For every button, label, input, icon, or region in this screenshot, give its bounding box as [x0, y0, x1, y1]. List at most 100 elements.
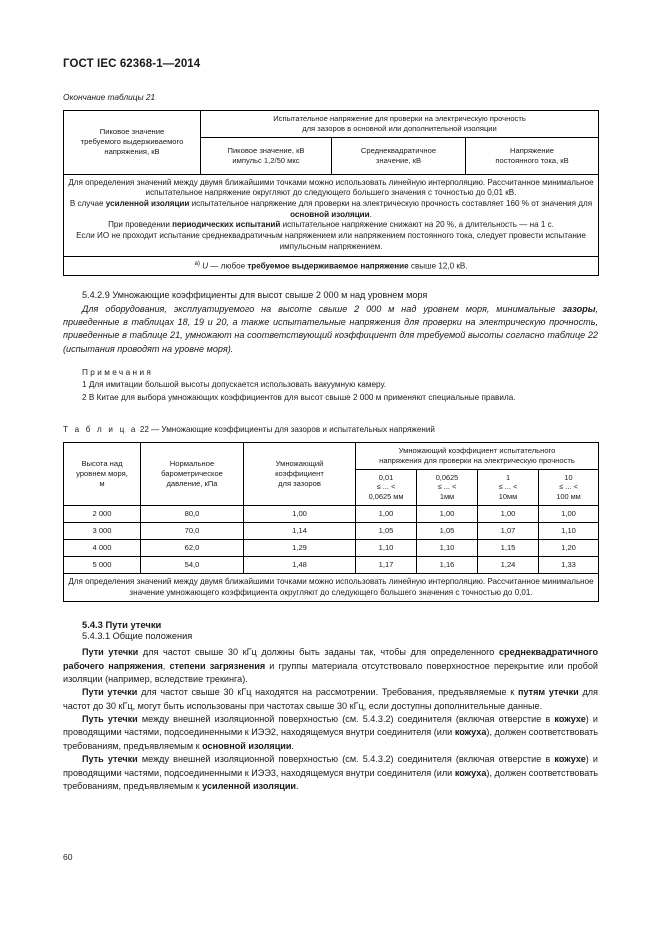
t22-col1-header: Высота над уровнем моря, м — [63, 441, 141, 506]
t21-group-line2: для зазоров в основной или дополнительно… — [302, 123, 497, 133]
t22-subcol-4: 10 ≤ ... < 100 мм — [538, 468, 599, 506]
t22-subcol-1: 0,01 ≤ ... < 0,0625 мм — [355, 468, 417, 506]
table-21: Пиковое значение требуемого выдерживаемо… — [63, 109, 599, 276]
t22-r3-v1: 1,17 — [355, 555, 417, 574]
footnote-marker: a) — [194, 259, 200, 267]
section-5431-subheading: 5.4.3.1 Общие положения — [82, 631, 193, 642]
t21-sub1-line1: Пиковое значение, кВ — [227, 145, 305, 155]
t22-group-header: Умножающий коэффициент испытательного на… — [355, 441, 599, 470]
t21-col1-line1: Пиковое значение — [99, 127, 165, 137]
section-543-paragraph-2: Пути утечки для частот свыше 30 кГц нахо… — [63, 687, 598, 711]
section-543-paragraph-1: Пути утечки для частот свыше 30 кГц долж… — [63, 647, 599, 684]
t22-r3-v4: 1,33 — [538, 555, 599, 574]
table22-caption-text: — Умножающие коэффициенты для зазоров и … — [151, 424, 435, 434]
t22-subcol-3-bot: 10мм — [498, 492, 518, 502]
table-row: Высота над уровнем моря, м Нормальное ба… — [63, 441, 599, 506]
t22-r1-v4: 1,10 — [538, 521, 599, 540]
t22-subcol-3-top: 1 — [505, 472, 511, 482]
t22-note: Для определения значений между двумя бли… — [63, 572, 599, 603]
t22-r1-pressure: 70,0 — [140, 521, 244, 540]
t22-subcol-2-mid: ≤ ... < — [437, 482, 457, 492]
t21-note-1: Для определения значений между двумя бли… — [68, 177, 594, 198]
t21-sub3-header: Напряжение постоянного тока, кВ — [465, 136, 599, 175]
table22-caption-label: Т а б л и ц а — [63, 424, 138, 434]
t21-group-header: Испытательное напряжение для проверки на… — [200, 109, 599, 138]
t22-col3-header: Умножающий коэффициент для зазоров — [243, 441, 356, 506]
t22-col3-line1: Умножающий — [275, 458, 324, 468]
t22-subcol-3-mid: ≤ ... < — [498, 482, 518, 492]
t22-r1-v3: 1,07 — [477, 521, 539, 540]
t21-sub2-header: Среднеквадратичное значение, кВ — [331, 136, 466, 175]
t21-sub1-line2: импульс 1,2/50 мкс — [232, 155, 300, 165]
page-number: 60 — [63, 852, 73, 862]
t22-r1-v2: 1,05 — [416, 521, 478, 540]
t22-r2-v2: 1,10 — [416, 538, 478, 557]
t22-group-line1: Умножающий коэффициент испытательного — [398, 445, 556, 455]
t22-r3-v2: 1,16 — [416, 555, 478, 574]
t22-r0-altitude: 2 000 — [63, 504, 141, 523]
t22-subcol-4-bot: 100 мм — [556, 492, 581, 502]
t21-note-2: В случае усиленной изоляции испытательно… — [69, 199, 593, 219]
section-543-body: Пути утечки для частот свыше 30 кГц долж… — [63, 646, 598, 793]
t21-sub2-line2: значение, кВ — [375, 155, 422, 165]
table21-caption: Окончание таблицы 21 — [63, 91, 156, 102]
t22-r1-v1: 1,05 — [355, 521, 417, 540]
t22-col1-line3: м — [99, 478, 105, 488]
t22-r3-altitude: 5 000 — [63, 555, 141, 574]
page-content: ГОСТ IEC 62368-1—2014 Окончание таблицы … — [63, 58, 599, 793]
section-543-paragraph-3: Путь утечки между внешней изоляционной п… — [63, 714, 598, 751]
section-5429-heading: 5.4.2.9 Умножающие коэффициенты для высо… — [82, 289, 428, 300]
t22-col3-line3: для зазоров — [278, 478, 321, 488]
t21-group-line1: Испытательное напряжение для проверки на… — [273, 113, 526, 123]
t22-r0-pressure: 80,0 — [140, 504, 244, 523]
note-item-2: 2 В Китае для выбора умножающих коэффици… — [82, 392, 516, 402]
table-row: Для определения значений между двумя бли… — [63, 173, 599, 257]
t22-col1-line1: Высота над — [81, 458, 123, 468]
notes-title: Примечания — [82, 367, 154, 377]
t21-note-4: Если ИО не проходит испытание среднеквад… — [76, 231, 586, 251]
t22-col2-line3: давление, кПа — [166, 478, 218, 488]
t22-subcol-3: 1 ≤ ... < 10мм — [477, 468, 539, 506]
t21-col1-line3: напряжения, кВ — [104, 147, 160, 157]
t22-subcol-4-mid: ≤ ... < — [559, 482, 578, 492]
t22-subcol-1-top: 0,01 — [378, 472, 394, 482]
t22-subcol-4-top: 10 — [564, 472, 573, 482]
t22-col2-line1: Нормальное — [169, 458, 215, 468]
t22-subcol-2-top: 0,0625 — [435, 472, 459, 482]
t22-r3-clearance: 1,48 — [243, 555, 356, 574]
table-row: 2 000 80,0 1,00 1,00 1,00 1,00 1,00 — [63, 504, 599, 523]
section-543-heading: 5.4.3 Пути утечки — [82, 619, 162, 631]
t21-sub2-line1: Среднеквадратичное — [360, 145, 437, 155]
table-row: 4 000 62,0 1,29 1,10 1,10 1,15 1,20 — [63, 538, 599, 557]
t22-subcol-2-bot: 1мм — [439, 492, 455, 502]
table-row: Пиковое значение требуемого выдерживаемо… — [63, 109, 599, 175]
table-row: 0,01 ≤ ... < 0,0625 мм 0,0625 ≤ ... < 1м… — [64, 468, 599, 506]
t21-sub3-line1: Напряжение — [509, 145, 555, 155]
table-row: Пиковое значение, кВ импульс 1,2/50 мкс … — [64, 136, 599, 175]
section-543-paragraph-4: Путь утечки между внешней изоляционной п… — [63, 754, 598, 791]
t22-r0-v3: 1,00 — [477, 504, 539, 523]
t21-note-3: При проведении периодических испытаний и… — [108, 220, 554, 230]
t22-r1-clearance: 1,14 — [243, 521, 356, 540]
t22-col1-line2: уровнем моря, — [76, 468, 128, 478]
t21-sub3-line2: постоянного тока, кВ — [495, 155, 569, 165]
t22-r2-v1: 1,10 — [355, 538, 417, 557]
t22-r3-v3: 1,24 — [477, 555, 539, 574]
t22-r0-clearance: 1,00 — [243, 504, 356, 523]
t21-col1-header: Пиковое значение требуемого выдерживаемо… — [63, 109, 201, 175]
table-row: Для определения значений между двумя бли… — [63, 572, 599, 603]
section-5429-paragraph: Для оборудования, эксплуатируемого на вы… — [63, 303, 598, 354]
t22-r3-pressure: 54,0 — [140, 555, 244, 574]
t22-r1-altitude: 3 000 — [63, 521, 141, 540]
section-5-4-2-9: 5.4.2.9 Умножающие коэффициенты для высо… — [63, 289, 598, 404]
t22-col3-line2: коэффициент — [275, 468, 324, 478]
t22-col2-line2: барометрическое — [161, 468, 223, 478]
t22-group-line2: напряжения для проверки на электрическую… — [379, 455, 575, 465]
t21-footnote: a) U — любое требуемое выдерживаемое нап… — [63, 255, 599, 276]
note-item-1: 1 Для имитации большой высоты допускаетс… — [82, 380, 387, 390]
t22-subcol-1-bot: 0,0625 мм — [368, 492, 404, 502]
t21-sub1-header: Пиковое значение, кВ импульс 1,2/50 мкс — [200, 136, 332, 175]
t22-r2-pressure: 62,0 — [140, 538, 244, 557]
table22-caption: Т а б л и ц а 22 — Умножающие коэффициен… — [63, 425, 598, 435]
standard-header: ГОСТ IEC 62368-1—2014 — [63, 58, 201, 70]
